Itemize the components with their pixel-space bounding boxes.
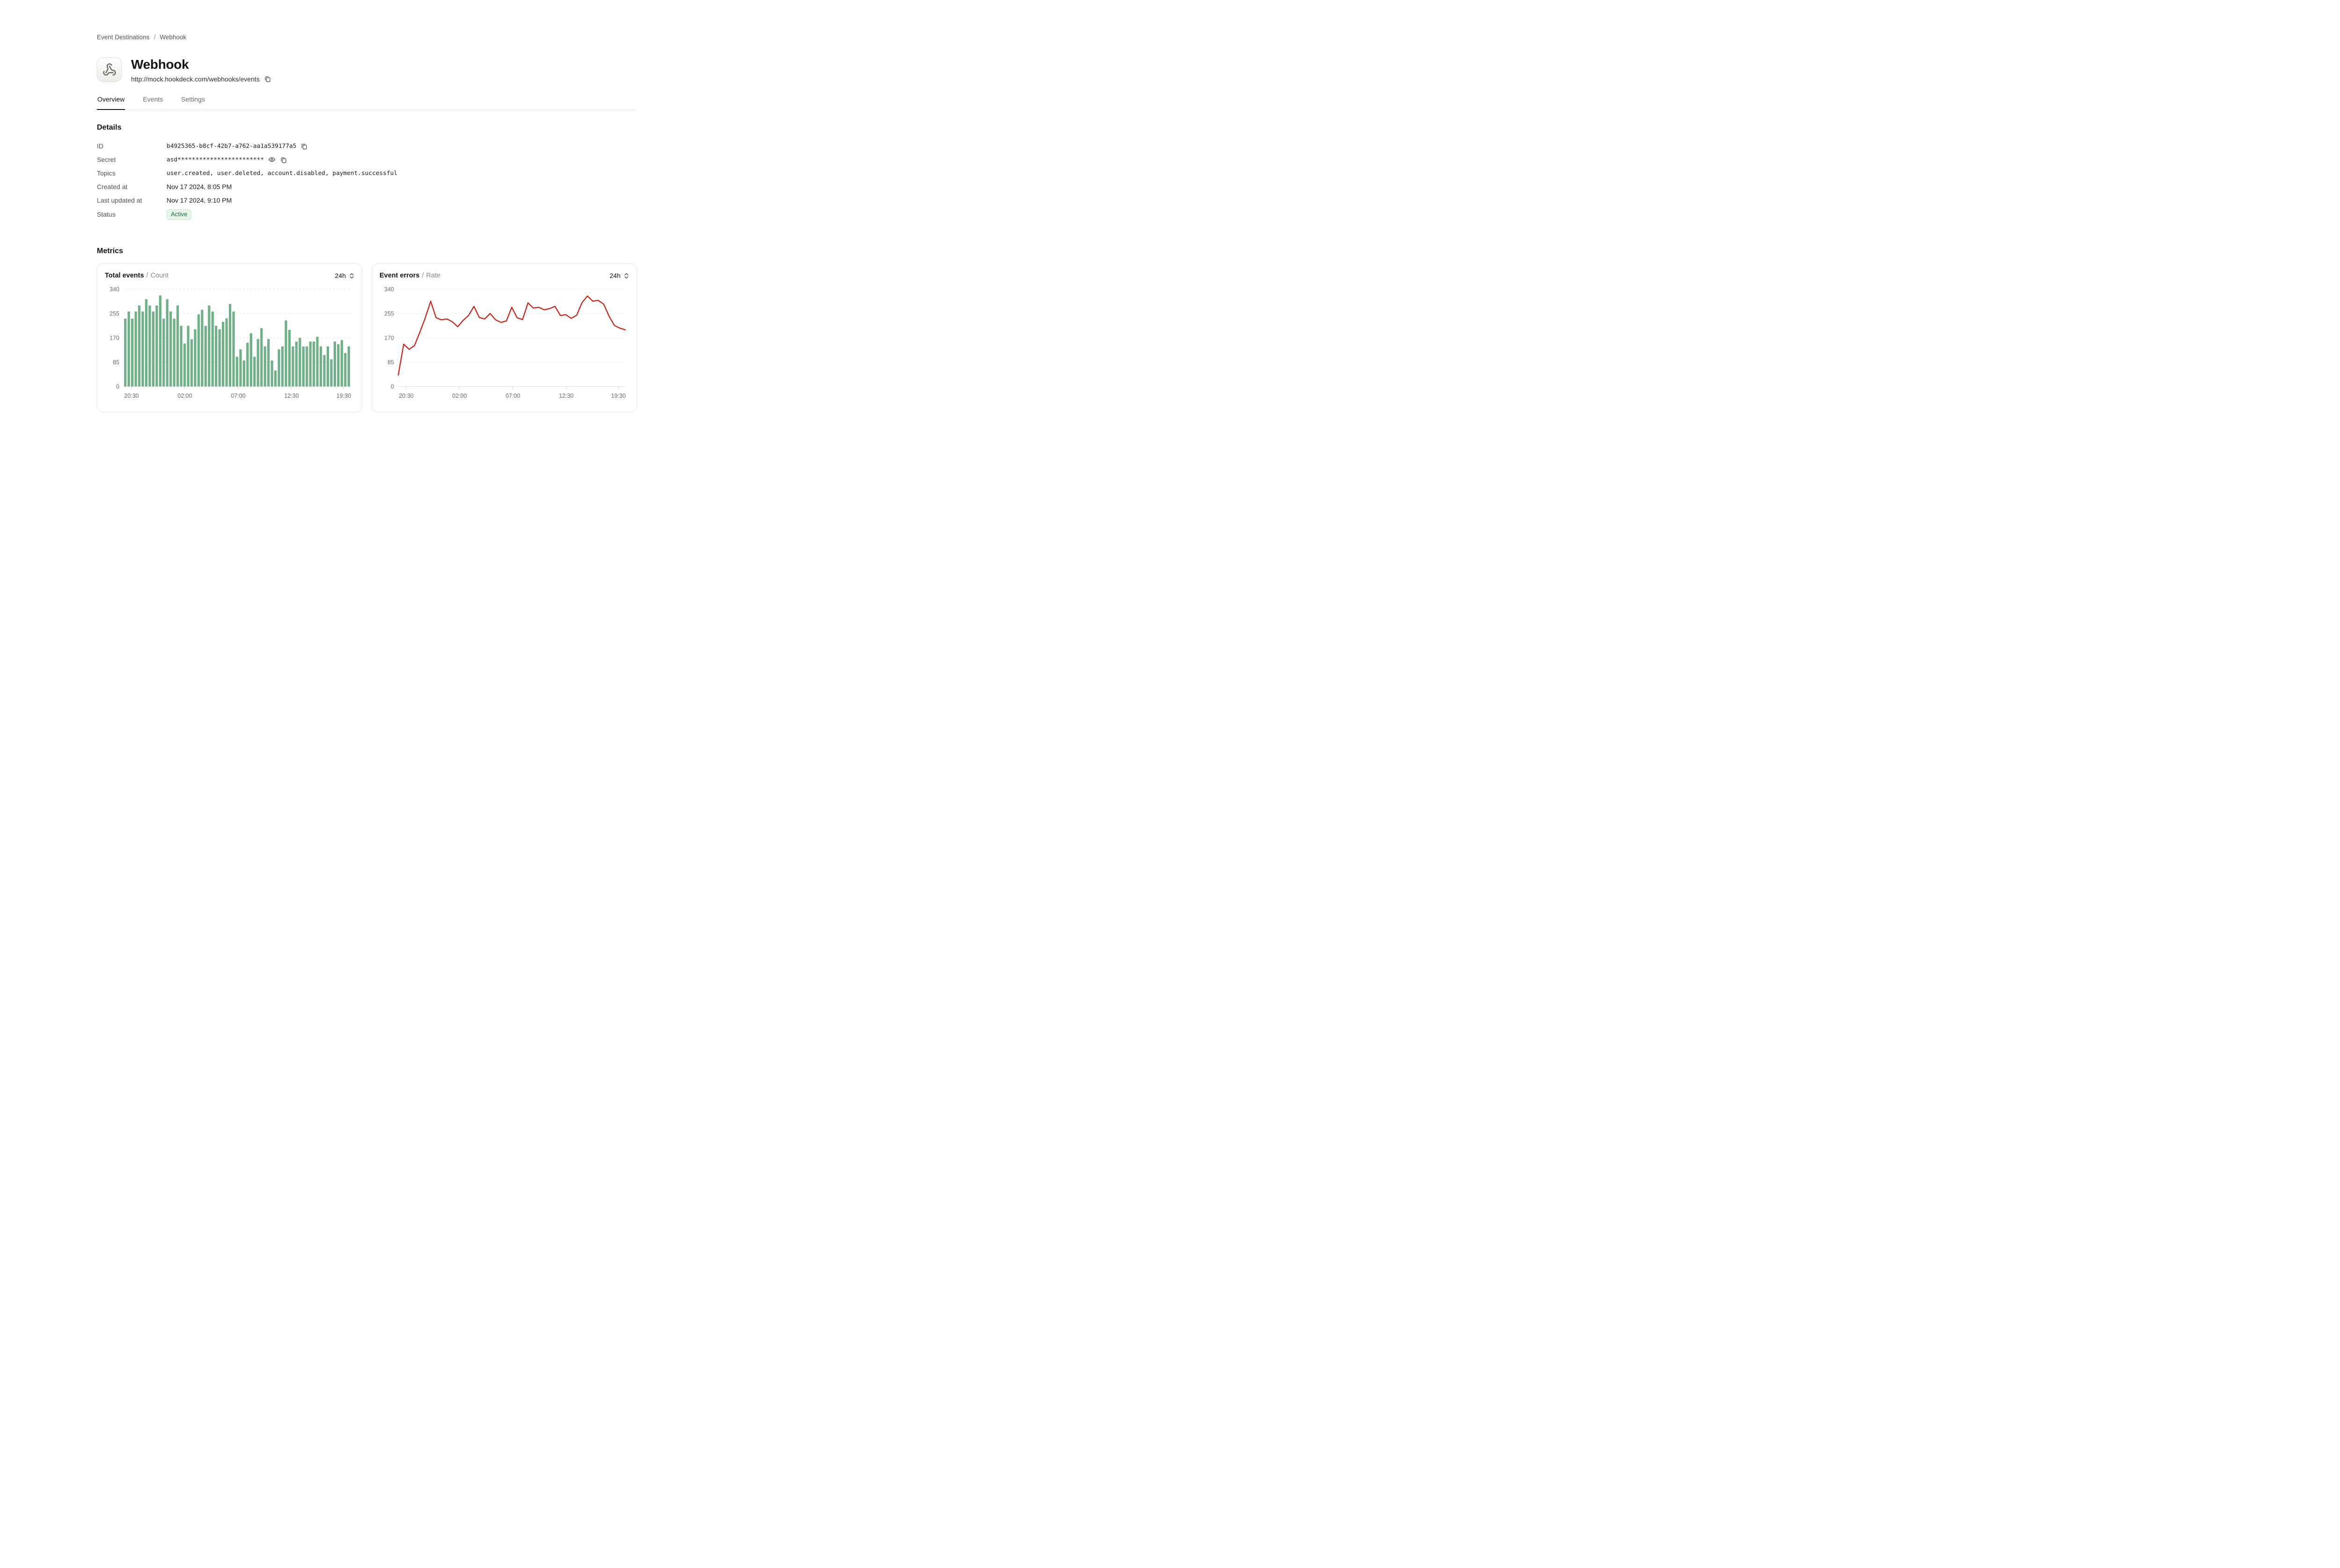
status-badge: Active [167, 209, 192, 220]
copy-id-button[interactable] [300, 143, 307, 150]
reveal-secret-button[interactable] [268, 156, 276, 163]
topics-value: user.created, user.deleted, account.disa… [167, 169, 398, 177]
detail-row-created-at: Created at Nov 17 2024, 8:05 PM [97, 180, 637, 194]
total-events-card: Total events / Count 24h 0 85 170 255 340 20:… [97, 263, 362, 412]
tab-overview[interactable]: Overview [97, 95, 125, 110]
range-value: 24h [335, 272, 346, 280]
event-errors-title: Event errors [380, 271, 420, 279]
svg-text:07:00: 07:00 [231, 393, 245, 399]
svg-text:255: 255 [110, 311, 119, 317]
tab-events[interactable]: Events [143, 95, 163, 103]
event-errors-line-chart: 0 85 170 255 340 20:30 02:00 07:00 12:30 19:30 [384, 286, 626, 399]
created-at-label: Created at [97, 183, 128, 191]
svg-text:0: 0 [391, 384, 394, 390]
svg-text:170: 170 [110, 335, 119, 342]
svg-text:02:00: 02:00 [452, 393, 467, 399]
svg-text:19:30: 19:30 [336, 393, 351, 399]
total-events-title: Total events [105, 271, 144, 279]
range-value: 24h [609, 272, 621, 280]
tab-bar: Overview Events Settings [97, 95, 637, 110]
details-heading: Details [97, 123, 122, 131]
svg-text:20:30: 20:30 [399, 393, 413, 399]
status-label: Status [97, 211, 116, 219]
created-at-value: Nov 17 2024, 8:05 PM [167, 183, 232, 191]
svg-text:340: 340 [110, 286, 119, 293]
total-events-subtitle: Count [150, 271, 169, 279]
svg-text:85: 85 [113, 359, 119, 366]
detail-row-topics: Topics user.created, user.deleted, accou… [97, 167, 637, 180]
copy-secret-button[interactable] [280, 156, 287, 163]
event-errors-range-select[interactable]: 24h [610, 272, 629, 280]
topics-label: Topics [97, 169, 116, 177]
breadcrumb: Event Destinations / Webhook [97, 0, 637, 41]
copy-icon [264, 75, 271, 82]
svg-text:02:00: 02:00 [177, 393, 192, 399]
copy-url-button[interactable] [264, 75, 271, 82]
title-separator: / [422, 271, 424, 279]
event-errors-subtitle: Rate [426, 271, 441, 279]
details-list: ID b4925365-b8cf-42b7-a762-aa1a539177a5 [97, 139, 637, 222]
metrics-cards: Total events / Count 24h 0 85 170 255 340 20:… [97, 263, 637, 412]
last-updated-value: Nov 17 2024, 9:10 PM [167, 197, 232, 204]
page: Event Destinations / Webhook Webhook htt… [0, 0, 734, 474]
id-label: ID [97, 142, 103, 150]
webhook-url: http://mock.hookdeck.com/webhooks/events [131, 75, 260, 83]
breadcrumb-event-destinations[interactable]: Event Destinations [97, 34, 150, 41]
svg-text:85: 85 [388, 359, 394, 366]
svg-text:340: 340 [384, 286, 394, 293]
svg-text:20:30: 20:30 [124, 393, 139, 399]
svg-text:255: 255 [384, 311, 394, 317]
breadcrumb-webhook: Webhook [160, 34, 187, 41]
detail-row-last-updated: Last updated at Nov 17 2024, 9:10 PM [97, 194, 637, 207]
id-value: b4925365-b8cf-42b7-a762-aa1a539177a5 [167, 142, 297, 150]
svg-text:07:00: 07:00 [505, 393, 520, 399]
chevron-up-down-icon [349, 272, 354, 279]
last-updated-label: Last updated at [97, 197, 142, 204]
total-events-range-select[interactable]: 24h [335, 272, 354, 280]
detail-row-id: ID b4925365-b8cf-42b7-a762-aa1a539177a5 [97, 139, 637, 153]
svg-text:19:30: 19:30 [611, 393, 626, 399]
webhook-icon [102, 63, 117, 77]
copy-icon [280, 156, 287, 163]
eye-icon [268, 156, 276, 163]
total-events-bar-chart: 0 85 170 255 340 20:30 02:00 07:00 12:30 19:30 [110, 286, 351, 400]
detail-row-status: Status Active [97, 207, 637, 222]
svg-text:12:30: 12:30 [284, 393, 299, 399]
metrics-heading: Metrics [97, 247, 124, 255]
title-separator: / [146, 271, 148, 279]
svg-text:170: 170 [384, 335, 394, 342]
tab-settings[interactable]: Settings [181, 95, 205, 103]
page-header: Webhook http://mock.hookdeck.com/webhook… [97, 57, 637, 83]
breadcrumb-separator: / [154, 34, 156, 41]
detail-row-secret: Secret asd************************ [97, 153, 637, 167]
svg-text:0: 0 [116, 384, 119, 390]
event-errors-card: Event errors / Rate 24h 0 85 170 255 340 20:3… [372, 263, 637, 412]
secret-value: asd************************ [167, 156, 264, 163]
copy-icon [300, 143, 307, 150]
svg-text:12:30: 12:30 [559, 393, 573, 399]
page-title: Webhook [131, 57, 189, 72]
chevron-up-down-icon [624, 272, 629, 279]
webhook-icon-tile [97, 57, 122, 82]
secret-label: Secret [97, 156, 116, 164]
